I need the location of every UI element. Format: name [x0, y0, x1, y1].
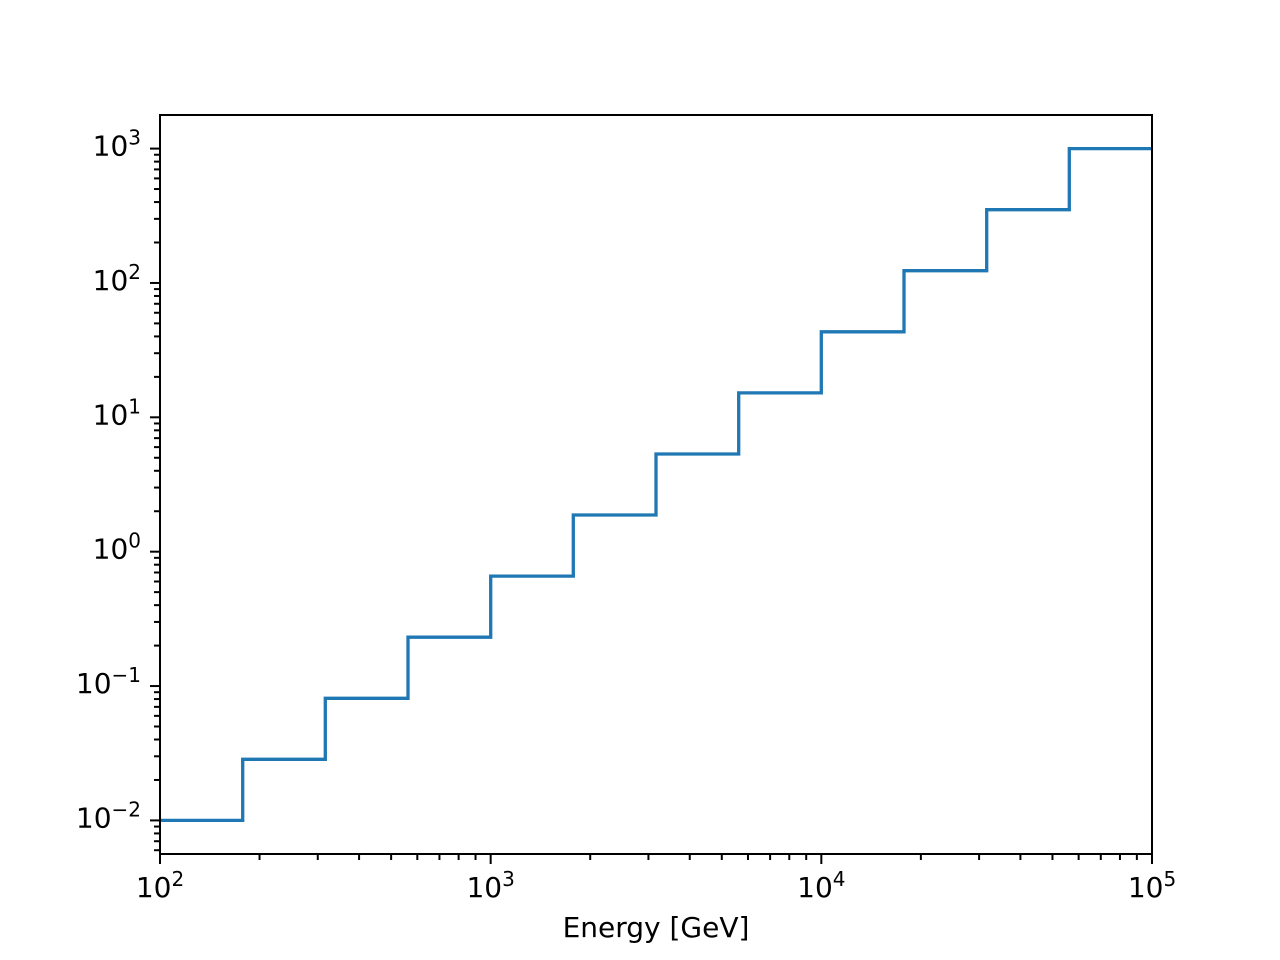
- plot-spines: [159, 114, 1153, 855]
- x-tick-label: 105: [1128, 867, 1176, 904]
- x-tick-label: 104: [797, 867, 845, 904]
- y-tick-label: 102: [93, 260, 141, 297]
- y-tick-label: 10−1: [76, 663, 141, 700]
- y-axis-tick-labels: 10−2 10−1 100 101 102 103: [76, 126, 141, 835]
- x-axis-ticks: [159, 854, 1153, 864]
- x-axis-tick-labels: 102 103 104 105: [136, 867, 1176, 904]
- y-tick-label: 103: [93, 126, 141, 163]
- x-tick-label: 103: [466, 867, 514, 904]
- y-tick-label: 100: [93, 529, 141, 566]
- step-line: [160, 146, 1152, 823]
- x-axis-label: Energy [GeV]: [563, 911, 750, 944]
- x-tick-label: 102: [136, 867, 184, 904]
- y-axis-ticks: [150, 147, 160, 852]
- y-tick-label: 10−2: [76, 797, 141, 834]
- step-series: [160, 146, 1152, 823]
- y-tick-label: 101: [93, 394, 141, 431]
